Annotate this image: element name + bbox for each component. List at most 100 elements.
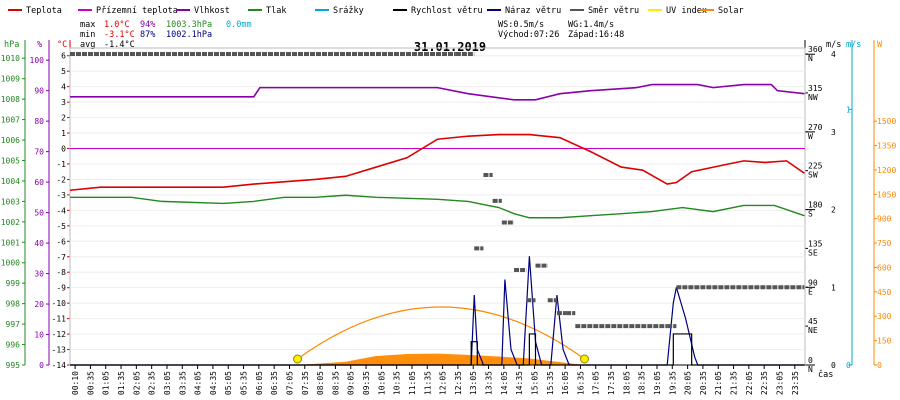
x-tick-label: 02:05 [132,371,141,395]
tick-label: 90 [34,87,44,96]
stat-avg-label: avg [80,40,95,50]
tick-label: 1001 [1,238,20,247]
tick-label: NE [808,326,818,335]
tick-label: N [808,54,813,63]
series-n-raz-v-tru [70,256,805,366]
tick-label: 0 [39,361,44,370]
tick-label: 1010 [1,54,20,63]
x-tick-label: 08:05 [316,371,325,395]
x-tick-label: 14:05 [500,371,509,395]
x-tick-label: 11:05 [408,371,417,395]
x-tick-label: 07:05 [285,371,294,395]
x-tick-label: 08:35 [331,371,340,395]
series-teplota [69,133,805,192]
x-tick-label: 21:05 [714,371,723,395]
tick-label: -5 [56,222,66,231]
tick-label: 999 [6,279,21,288]
stat-rain: 0.0mm [226,20,252,30]
tick-label: 0 [877,361,882,370]
x-tick-label: 18:05 [622,371,631,395]
tick-label: 1050 [877,190,896,199]
x-tick-label: 06:05 [255,371,264,395]
tick-label: 1002 [1,218,20,227]
x-axis-ticks: 00:10 00:35 01:05 01:35 02:05 02:35 03:05 03:35… [70,364,805,395]
tick-label: 6 [61,52,66,61]
x-tick-label: 09:35 [362,371,371,395]
tick-label: 80 [34,117,44,126]
x-tick-label: 00:35 [86,371,95,395]
tick-label: 70 [34,148,44,157]
tick-label: 45 [808,317,818,326]
x-tick-label: 02:35 [148,371,157,395]
x-tick-label: 10:35 [393,371,402,395]
tick-label: -8 [56,268,66,277]
unit-pct: % [37,40,42,50]
tick-label: 1 [61,129,66,138]
sunset-marker [580,354,589,364]
tick-label: E [808,287,813,296]
x-tick-label: 09:05 [347,371,356,395]
stat-ws: WS:0.5m/s [498,20,544,30]
tick-label: 900 [877,215,892,224]
legend: Teplota Přízemní teplota Vlhkost Tlak Srážky… [8,6,744,16]
unit-w: W [877,40,883,50]
series [69,52,805,366]
tick-label: 1005 [1,156,20,165]
tick-label: S [808,210,813,219]
x-tick-label: 07:35 [301,371,310,395]
tick-label: NW [808,93,818,102]
series-rychlost-v-tru [70,333,805,366]
tick-label: 996 [6,341,21,350]
tick-label: -6 [56,237,66,246]
x-tick-label: 03:35 [178,371,187,395]
x-tick-label: 23:35 [791,371,800,395]
tick-label: 60 [34,178,44,187]
stat-min-temp: -3.1°C [104,30,135,40]
tick-label: 50 [34,209,44,218]
tick-label: 997 [6,320,21,329]
tick-label: 1008 [1,95,20,104]
tick-label: 600 [877,263,892,272]
tick-label: 0 [831,361,836,370]
x-tick-label: 01:05 [102,371,111,395]
stat-min-hum: 87% [140,30,155,40]
x-tick-label: 00:10 [71,371,80,395]
stat-sunrise: Východ:07:26 [498,30,559,40]
x-tick-label: 01:35 [117,371,126,395]
tick-label: 90 [808,278,818,287]
tick-label: 1 [846,105,851,114]
tick-label: 100 [30,56,45,65]
tick-label: -11 [52,315,67,324]
x-tick-label: 17:35 [607,371,616,395]
legend-label: Vlhkost [194,6,230,16]
unit-ms1: m/s [826,40,841,50]
tick-label: 0 [846,361,851,370]
tick-label: SE [808,248,818,257]
legend-label: Směr větru [588,6,639,16]
x-tick-label: 13:05 [469,371,478,395]
stat-avg-temp: -1.4°C [104,40,135,50]
stat-max-hum: 94% [140,20,155,30]
tick-label: -1 [56,160,66,169]
tick-label: 1006 [1,136,20,145]
stat-max-label: max [80,20,95,30]
tick-label: -7 [56,253,66,262]
x-tick-label: 10:05 [377,371,386,395]
tick-label: 4 [831,50,836,59]
tick-label: 270 [808,123,823,132]
x-tick-label: 05:05 [224,371,233,395]
tick-label: 2 [61,114,66,123]
tick-label: 150 [877,337,892,346]
unit-hpa: hPa [4,40,19,50]
x-tick-label: 14:35 [515,371,524,395]
x-tick-label: 12:05 [439,371,448,395]
stat-min-label: min [80,30,95,40]
unit-deg: °C [57,40,67,50]
tick-label: 315 [808,84,823,93]
stat-min-press: 1002.1hPa [166,30,212,40]
unit-cas: čas [818,369,833,380]
tick-label: 998 [6,300,21,309]
solar-area [297,353,585,365]
legend-label: Srážky [333,6,364,16]
x-tick-label: 19:35 [668,371,677,395]
